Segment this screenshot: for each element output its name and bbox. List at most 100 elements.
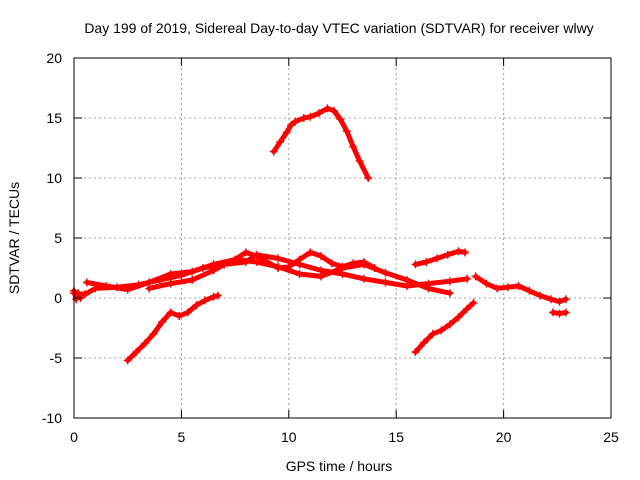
data-point — [74, 289, 83, 298]
series-arc-rise — [123, 291, 222, 365]
data-point — [213, 291, 222, 300]
data-point — [338, 262, 347, 271]
data-point — [192, 301, 201, 310]
series-arc-late-high — [411, 247, 469, 269]
series-arc-main-c — [145, 248, 379, 293]
series-trace — [125, 293, 221, 363]
data-point — [252, 252, 261, 260]
x-tick-label: 10 — [281, 429, 297, 445]
data-point — [549, 308, 558, 317]
data-point — [364, 174, 373, 182]
data-point — [274, 264, 283, 272]
data-point — [269, 147, 278, 156]
data-point — [175, 312, 184, 320]
data-point — [525, 286, 534, 295]
data-point — [291, 117, 300, 126]
data-point — [166, 308, 175, 317]
data-point — [158, 318, 167, 326]
data-point — [555, 309, 564, 318]
series-arc-late-low — [411, 298, 478, 356]
data-point — [327, 259, 336, 268]
data-point — [317, 272, 326, 281]
data-point — [132, 348, 141, 356]
data-point — [424, 284, 433, 293]
plot-frame — [73, 57, 612, 419]
data-point — [72, 295, 81, 304]
data-points — [70, 104, 570, 365]
data-point — [123, 356, 132, 365]
series-arc-end-low — [549, 308, 570, 318]
x-tick-label: 25 — [603, 429, 619, 445]
data-point — [299, 114, 308, 122]
data-point — [209, 266, 218, 275]
data-point — [80, 290, 89, 299]
data-point — [493, 284, 502, 293]
data-point — [561, 308, 570, 317]
data-point — [329, 106, 338, 115]
data-point — [454, 247, 463, 256]
y-tick-label: 20 — [46, 50, 62, 66]
data-point — [220, 260, 229, 269]
data-point — [482, 279, 491, 288]
x-axis-label: GPS time / hours — [286, 458, 393, 474]
data-point — [445, 320, 454, 329]
data-point — [82, 278, 91, 287]
data-point — [342, 127, 351, 136]
y-tick-label: 15 — [46, 110, 62, 126]
data-point — [469, 298, 478, 307]
data-point — [241, 248, 250, 257]
data-point — [166, 270, 175, 278]
data-point — [295, 255, 304, 264]
data-point — [445, 289, 454, 298]
data-point — [188, 276, 197, 284]
data-point — [274, 254, 283, 263]
data-point — [514, 282, 523, 290]
series-trace — [473, 273, 569, 305]
y-tick-label: 10 — [46, 170, 62, 186]
data-point — [420, 338, 429, 347]
data-point — [381, 268, 390, 277]
series-trace — [413, 300, 477, 355]
data-point — [349, 259, 358, 268]
data-point — [317, 252, 326, 260]
data-point — [231, 255, 240, 264]
data-point — [306, 248, 315, 257]
data-point — [284, 262, 293, 271]
data-point — [140, 339, 149, 348]
data-point — [411, 260, 420, 269]
data-point — [349, 142, 358, 151]
data-point — [355, 157, 364, 166]
data-point — [433, 254, 442, 263]
data-point — [370, 264, 379, 272]
y-tick-label: -5 — [50, 350, 63, 366]
data-point — [411, 348, 420, 356]
data-point — [422, 258, 431, 266]
data-point — [145, 284, 154, 293]
data-point — [460, 248, 469, 257]
data-point — [263, 258, 272, 266]
data-point — [123, 285, 132, 294]
data-point — [454, 313, 463, 322]
data-point — [555, 297, 564, 306]
data-point — [295, 270, 304, 278]
data-point — [276, 138, 285, 146]
data-point — [381, 278, 390, 287]
data-point — [503, 283, 512, 292]
data-point — [286, 121, 295, 130]
series-trace — [71, 288, 83, 302]
data-point — [314, 109, 323, 118]
data-point — [437, 326, 446, 335]
data-point — [183, 308, 192, 317]
y-axis-label: SDTVAR / TECUs — [6, 182, 22, 294]
data-point — [445, 277, 454, 286]
data-point — [561, 295, 570, 304]
data-point — [463, 274, 472, 283]
data-point — [336, 115, 345, 124]
data-point — [102, 282, 111, 290]
series-arc-end — [471, 272, 570, 306]
y-tick-label: 0 — [54, 290, 62, 306]
data-point — [201, 296, 210, 305]
x-tick-label: 20 — [496, 429, 512, 445]
data-point — [149, 330, 158, 338]
